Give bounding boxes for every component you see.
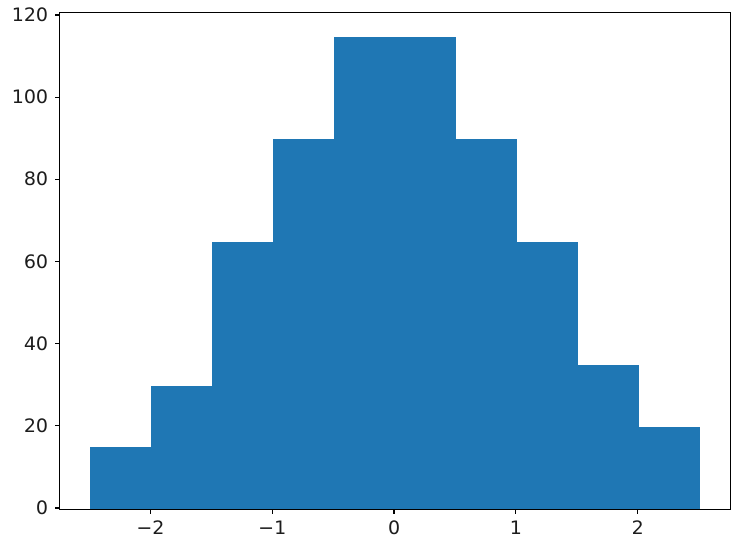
x-axis-tick: [271, 509, 273, 514]
y-axis-tick-label: 100: [11, 86, 48, 109]
y-axis-tick: [54, 425, 59, 427]
y-axis-tick: [54, 14, 59, 16]
x-axis-tick-label: −1: [258, 517, 287, 539]
histogram-bar: [151, 385, 213, 509]
x-axis-tick: [515, 509, 517, 514]
histogram-bar: [273, 139, 335, 509]
x-axis-tick-label: 0: [387, 517, 401, 539]
y-axis-tick-label: 120: [11, 4, 48, 27]
x-axis-tick: [637, 509, 639, 514]
plot-area: [59, 12, 731, 510]
y-axis-tick-label: 40: [23, 332, 48, 355]
y-axis-tick: [54, 178, 59, 180]
y-axis-tick: [54, 343, 59, 345]
y-axis-tick: [54, 507, 59, 509]
histogram-bar: [577, 365, 639, 509]
x-axis-tick-label: −2: [136, 517, 165, 539]
histogram-bar: [516, 242, 578, 509]
histogram-bar: [90, 447, 152, 509]
y-axis-tick-label: 80: [23, 168, 48, 191]
y-axis-tick-label: 60: [23, 250, 48, 273]
histogram-bar: [334, 36, 395, 509]
y-axis-tick: [54, 96, 59, 98]
x-axis-tick-label: 2: [631, 517, 644, 539]
histogram-bar: [455, 139, 517, 509]
y-axis-tick-label: 20: [23, 414, 48, 437]
y-axis-tick: [54, 260, 59, 263]
x-axis-tick: [393, 509, 395, 514]
bars-container: [60, 13, 730, 509]
x-axis-tick: [149, 509, 151, 514]
histogram-bar: [638, 426, 700, 509]
histogram-bar: [212, 242, 274, 509]
y-axis-tick-label: 0: [35, 497, 48, 519]
histogram-bar: [395, 36, 456, 509]
x-axis-tick-label: 1: [509, 517, 522, 539]
